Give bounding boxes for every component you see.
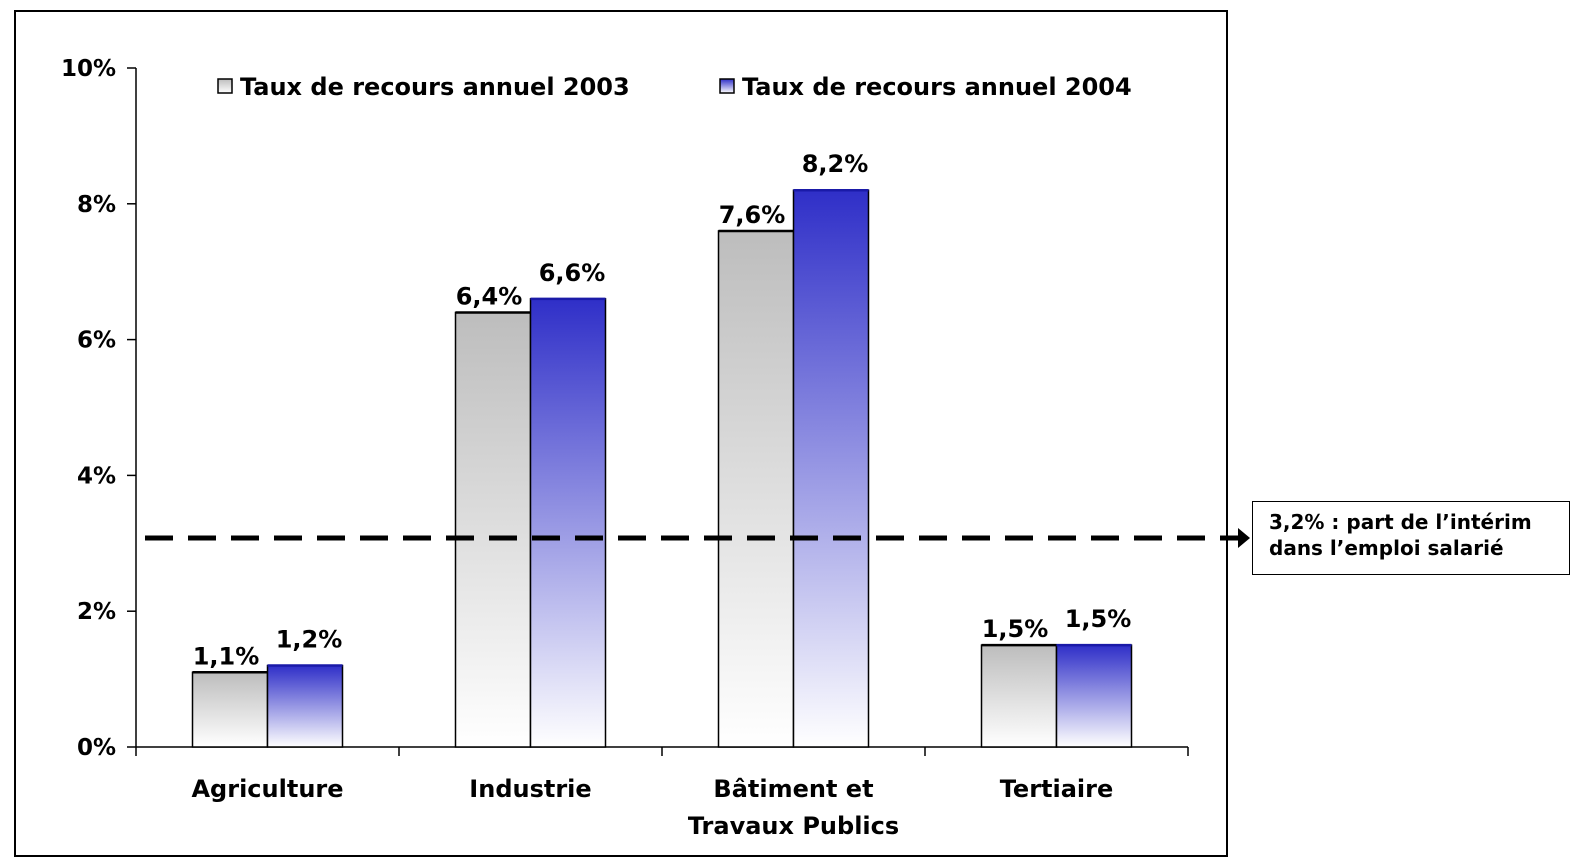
category-label: Industrie bbox=[469, 775, 591, 803]
y-tick-label: 6% bbox=[77, 328, 116, 354]
y-tick-label: 2% bbox=[77, 599, 116, 625]
chart-labels: 1,1% 1,2% Agriculture 6,4% 6,6% Industrie 7,6%… bbox=[191, 150, 1131, 840]
data-label: 6,6% bbox=[539, 259, 606, 287]
data-label: 1,5% bbox=[1065, 605, 1132, 633]
data-label: 7,6% bbox=[719, 201, 786, 229]
data-label: 1,5% bbox=[982, 615, 1049, 643]
data-label: 1,2% bbox=[276, 626, 343, 654]
y-tick-label: 0% bbox=[77, 735, 116, 761]
legend-label-2003: Taux de recours annuel 2003 bbox=[240, 73, 630, 101]
reference-annotation-line-2: dans l’emploi salarié bbox=[1269, 536, 1504, 560]
data-label: 1,1% bbox=[193, 642, 260, 670]
category-label: Bâtiment et bbox=[713, 775, 873, 803]
category-label: Tertiaire bbox=[1000, 775, 1114, 803]
bar-2003-0 bbox=[191, 671, 269, 748]
legend-label-2004: Taux de recours annuel 2004 bbox=[742, 73, 1132, 101]
chart-legend: Taux de recours annuel 2003 Taux de recou… bbox=[217, 73, 1132, 101]
reference-arrow-icon bbox=[1238, 528, 1250, 548]
bar-2003-3 bbox=[980, 644, 1058, 748]
y-tick-label: 10% bbox=[61, 56, 116, 82]
bar-2003-1 bbox=[454, 311, 532, 748]
y-tick-label: 4% bbox=[77, 463, 116, 489]
bar-2003-2 bbox=[717, 230, 795, 748]
legend-swatch-2004 bbox=[719, 78, 735, 94]
data-label: 8,2% bbox=[802, 150, 869, 178]
reference-annotation-line-1: 3,2% : part de l’intérim bbox=[1269, 510, 1532, 534]
chart-bars bbox=[191, 188, 1133, 748]
bar-2004-3 bbox=[1055, 644, 1133, 748]
chart-axes: 0% 2% 4% 6% 8% 10% bbox=[61, 56, 1189, 761]
y-tick-label: 8% bbox=[77, 192, 116, 218]
chart-frame bbox=[14, 10, 1228, 857]
legend-swatch-2003 bbox=[217, 78, 233, 94]
bar-2004-1 bbox=[529, 298, 607, 748]
category-label: Agriculture bbox=[191, 775, 343, 803]
data-label: 6,4% bbox=[456, 282, 523, 310]
category-label: Travaux Publics bbox=[688, 812, 899, 840]
reference-line-group bbox=[145, 528, 1250, 548]
bar-2004-0 bbox=[266, 664, 344, 748]
reference-annotation-box: 3,2% : part de l’intérim dans l’emploi s… bbox=[1252, 501, 1570, 575]
bar-2004-2 bbox=[792, 189, 870, 748]
